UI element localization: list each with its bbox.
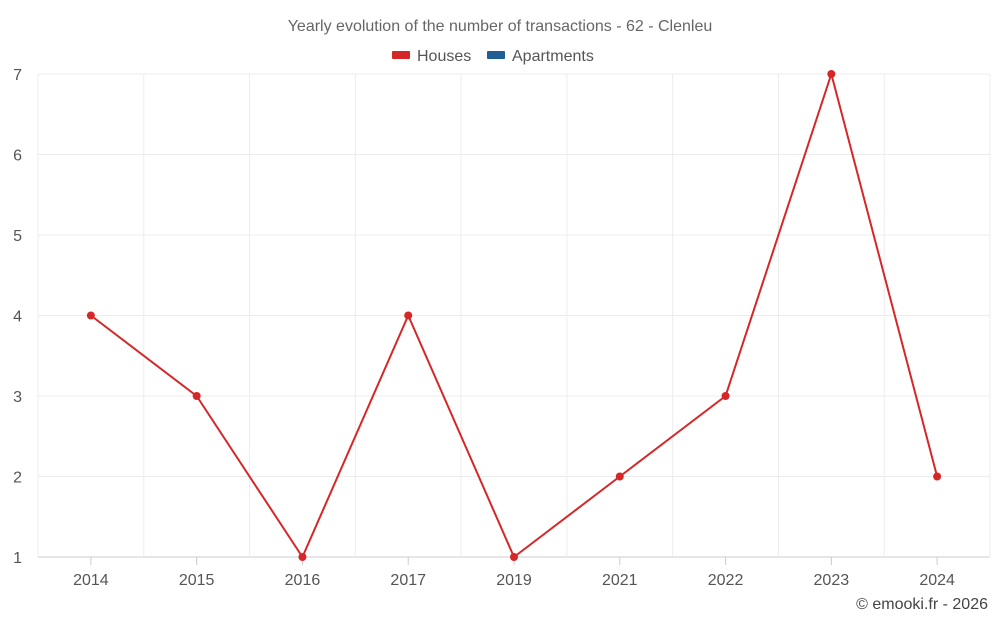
x-tick-label: 2021 xyxy=(602,572,638,589)
y-tick-label: 3 xyxy=(13,389,22,406)
plot-area xyxy=(86,70,942,561)
data-point-houses[interactable] xyxy=(827,70,836,78)
legend-label-houses[interactable]: Houses xyxy=(417,48,471,65)
x-tick-label: 2014 xyxy=(73,572,109,589)
legend-swatch-houses[interactable] xyxy=(392,51,410,59)
credit-text[interactable]: © emooki.fr - 2026 xyxy=(856,596,988,613)
data-point-houses[interactable] xyxy=(298,553,307,561)
x-tick-label: 2019 xyxy=(496,572,532,589)
data-point-houses[interactable] xyxy=(721,392,730,400)
x-tick-label: 2015 xyxy=(179,572,215,589)
data-point-houses[interactable] xyxy=(192,392,201,400)
x-tick-label: 2022 xyxy=(708,572,744,589)
y-axis: 1 2 3 4 5 6 7 xyxy=(13,67,22,567)
y-tick-label: 7 xyxy=(13,67,22,84)
chart-title: Yearly evolution of the number of transa… xyxy=(288,18,713,35)
y-tick-label: 4 xyxy=(13,309,22,326)
x-tick-label: 2023 xyxy=(814,572,850,589)
legend-label-apartments[interactable]: Apartments xyxy=(512,48,594,65)
x-tick-label: 2016 xyxy=(285,572,321,589)
data-point-houses[interactable] xyxy=(86,311,95,320)
y-tick-label: 6 xyxy=(13,148,22,165)
y-tick-label: 2 xyxy=(13,470,22,487)
x-tick-label: 2024 xyxy=(919,572,955,589)
legend[interactable]: Houses Apartments xyxy=(392,48,594,65)
y-tick-label: 5 xyxy=(13,228,22,245)
x-tick-label: 2017 xyxy=(390,572,426,589)
data-point-houses[interactable] xyxy=(615,472,624,481)
x-axis: 2014 2015 2016 2017 2019 2021 2022 2023 2024 xyxy=(73,557,955,589)
data-point-houses[interactable] xyxy=(404,311,413,320)
y-tick-label: 1 xyxy=(13,550,22,567)
grid xyxy=(37,73,991,558)
legend-swatch-apartments[interactable] xyxy=(487,51,505,59)
data-point-houses[interactable] xyxy=(933,472,942,481)
data-point-houses[interactable] xyxy=(510,553,518,561)
